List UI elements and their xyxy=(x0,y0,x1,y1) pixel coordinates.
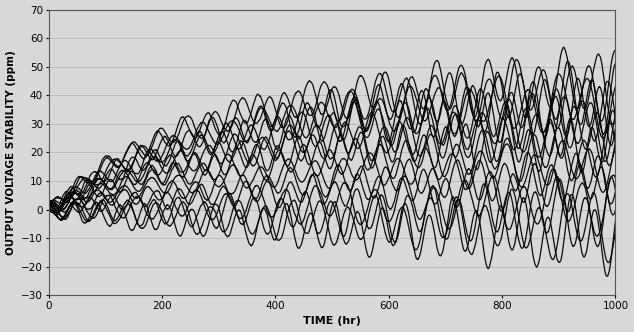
Y-axis label: OUTPUT VOLTAGE STABILITY (ppm): OUTPUT VOLTAGE STABILITY (ppm) xyxy=(6,50,16,255)
X-axis label: TIME (hr): TIME (hr) xyxy=(303,316,361,326)
